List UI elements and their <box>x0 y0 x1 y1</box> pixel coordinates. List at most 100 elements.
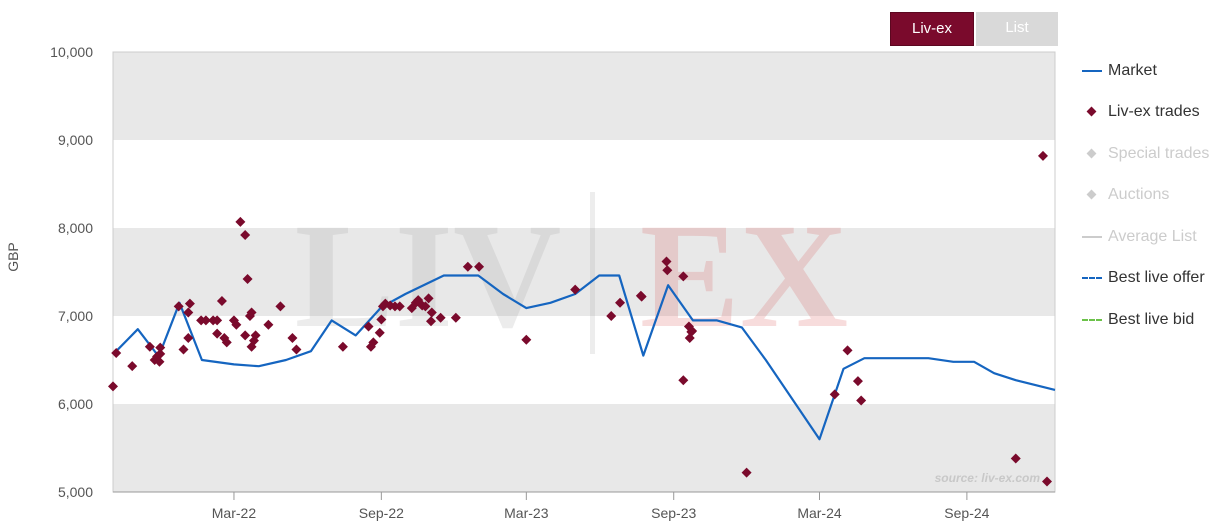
legend-item-average-list[interactable]: Average List <box>1080 216 1222 258</box>
tab-list[interactable]: List <box>976 12 1058 46</box>
trade-point[interactable] <box>435 312 446 323</box>
legend-label: Best live offer <box>1108 269 1205 287</box>
trade-point[interactable] <box>127 361 138 372</box>
legend-item-auctions[interactable]: Auctions <box>1080 175 1222 217</box>
watermark: LIV EX <box>295 192 848 359</box>
trade-point[interactable] <box>615 297 626 308</box>
trade-point[interactable] <box>240 330 251 341</box>
trade-point[interactable] <box>856 395 867 406</box>
trade-point[interactable] <box>829 389 840 400</box>
trade-point[interactable] <box>183 307 194 318</box>
series-liv-ex-trades <box>108 150 1052 487</box>
trade-point[interactable] <box>1010 453 1021 464</box>
trade-point[interactable] <box>235 216 246 227</box>
trade-point[interactable] <box>606 311 617 321</box>
x-tick-label: Sep-23 <box>651 505 696 521</box>
trade-point[interactable] <box>242 274 253 285</box>
trade-point[interactable] <box>221 337 232 348</box>
trade-point[interactable] <box>275 301 286 312</box>
trade-point[interactable] <box>200 315 211 326</box>
plot-band <box>113 228 1055 316</box>
legend-marker <box>1086 148 1097 159</box>
x-tick-label: Mar-22 <box>212 505 257 521</box>
trade-point[interactable] <box>154 356 165 367</box>
y-tick-label: 7,000 <box>58 308 93 324</box>
legend-label: Special trades <box>1108 144 1210 162</box>
trade-point[interactable] <box>661 256 672 267</box>
trade-point[interactable] <box>423 293 434 304</box>
trade-point[interactable] <box>212 328 223 339</box>
trade-point[interactable] <box>687 325 698 336</box>
trade-point[interactable] <box>108 381 118 392</box>
trade-point[interactable] <box>1041 476 1052 487</box>
plot-bands <box>113 52 1055 492</box>
trade-point[interactable] <box>474 261 485 272</box>
legend-marker <box>1086 189 1097 200</box>
trade-point[interactable] <box>212 315 223 326</box>
legend-label: Average List <box>1108 227 1197 245</box>
trade-point[interactable] <box>216 296 227 307</box>
trade-point[interactable] <box>144 341 155 352</box>
y-tick-label: 8,000 <box>58 220 93 236</box>
plot-band <box>113 140 1055 228</box>
trade-point[interactable] <box>636 291 647 302</box>
trade-point[interactable] <box>662 265 673 276</box>
trade-point[interactable] <box>426 307 437 318</box>
trade-point[interactable] <box>363 321 374 332</box>
trade-point[interactable] <box>420 301 431 312</box>
trade-point[interactable] <box>570 284 581 295</box>
trade-point[interactable] <box>184 298 195 309</box>
legend-item-liv-ex-trades[interactable]: Liv-ex trades <box>1080 92 1222 134</box>
trade-point[interactable] <box>426 316 437 327</box>
legend-item-best-live-offer[interactable]: Best live offer <box>1080 258 1222 300</box>
plot-band <box>113 404 1055 492</box>
trade-point[interactable] <box>183 333 194 343</box>
trade-point[interactable] <box>291 344 302 355</box>
legend-item-best-live-bid[interactable]: Best live bid <box>1080 299 1222 341</box>
trade-point[interactable] <box>1037 150 1048 161</box>
trade-point[interactable] <box>263 319 274 330</box>
legend-label: Auctions <box>1108 186 1170 204</box>
trade-point[interactable] <box>450 312 461 323</box>
trade-point[interactable] <box>337 341 348 352</box>
trade-point[interactable] <box>231 319 242 330</box>
trade-point[interactable] <box>521 334 532 345</box>
trade-point[interactable] <box>240 230 251 241</box>
legend-symbol <box>1080 270 1104 286</box>
trade-point[interactable] <box>741 467 752 478</box>
trade-point[interactable] <box>394 301 405 312</box>
y-tick-label: 10,000 <box>50 44 93 60</box>
legend-marker <box>1082 277 1102 280</box>
plot-band <box>113 316 1055 404</box>
legend-marker <box>1086 106 1097 117</box>
x-tick-label: Mar-24 <box>797 505 842 521</box>
trade-point[interactable] <box>287 333 298 343</box>
x-axis: Mar-22 Sep-22 Mar-23 Sep-23 Mar-24 Sep-24 <box>113 491 1055 521</box>
legend-symbol <box>1080 312 1104 328</box>
trade-point[interactable] <box>376 314 387 325</box>
y-tick-label: 6,000 <box>58 396 93 412</box>
trade-point[interactable] <box>678 375 689 386</box>
tab-liv-ex[interactable]: Liv-ex <box>890 12 974 46</box>
x-tick-label: Mar-23 <box>504 505 549 521</box>
trade-point[interactable] <box>250 330 261 341</box>
trade-point[interactable] <box>368 337 379 348</box>
trade-point[interactable] <box>842 345 853 356</box>
legend-item-market[interactable]: Market <box>1080 50 1222 92</box>
watermark-right: EX <box>640 193 848 359</box>
trade-point[interactable] <box>852 376 863 387</box>
trade-point[interactable] <box>462 261 473 272</box>
trade-point[interactable] <box>155 342 166 353</box>
trade-point[interactable] <box>678 271 689 282</box>
trade-point[interactable] <box>111 347 122 358</box>
y-tick-label: 9,000 <box>58 132 93 148</box>
legend-item-special-trades[interactable]: Special trades <box>1080 133 1222 175</box>
x-tick-label: Sep-24 <box>944 505 989 521</box>
trade-point[interactable] <box>246 307 257 318</box>
trade-point[interactable] <box>155 348 166 359</box>
trade-point[interactable] <box>374 327 385 338</box>
trade-point[interactable] <box>178 344 189 355</box>
trade-point[interactable] <box>173 301 184 312</box>
legend: Market Liv-ex trades Special trades Auction… <box>1080 50 1222 341</box>
